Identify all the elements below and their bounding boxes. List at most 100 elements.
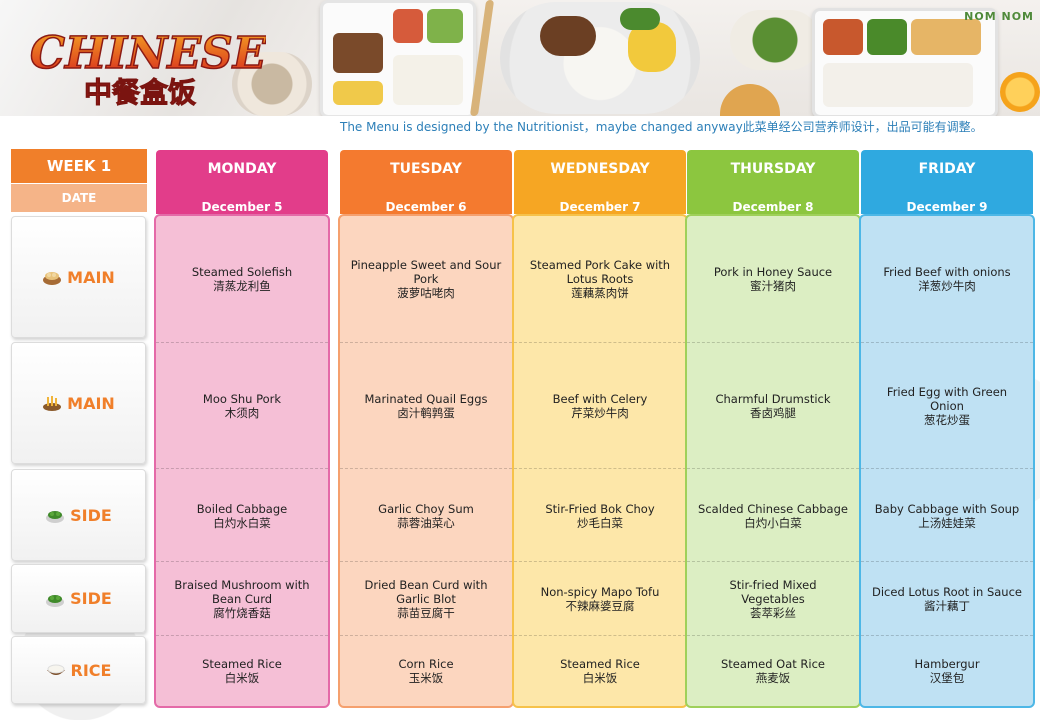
row-divider [156,342,328,343]
header-banner: CHINESE 中餐盒饭 NOM NOM [0,0,1040,116]
row-divider [340,342,512,343]
menu-item: Baby Cabbage with Soup 上汤娃娃菜 [861,469,1033,562]
menu-item: Fried Egg with Green Onion 葱花炒蛋 [861,343,1033,469]
menu-item-name-en: Braised Mushroom with Bean Curd [174,578,310,606]
menu-item-name-zh: 白米饭 [224,671,260,685]
row-divider [156,468,328,469]
day-date: December 6 [340,188,512,214]
menu-item-name-en: Steamed Rice [202,657,282,671]
menu-item-name-zh: 炒毛白菜 [577,515,623,530]
row-label-main-1: MAIN [11,216,146,338]
menu-item-name-zh: 汉堡包 [929,671,965,685]
sauce-bowl-image [720,84,780,116]
row-label-text: SIDE [70,589,112,608]
menu-item-name-zh: 木须肉 [224,406,260,420]
row-divider [861,635,1033,636]
menu-item-name-zh: 清蒸龙利鱼 [213,279,271,293]
day-column-monday: MONDAY December 5 Steamed Solefish 清蒸龙利鱼 Moo… [154,150,330,708]
menu-item-name-en: Boiled Cabbage [196,501,288,516]
row-divider [514,635,686,636]
menu-item: Steamed Pork Cake with Lotus Roots 莲藕蒸肉饼 [514,216,686,342]
week-label: WEEK 1 [11,149,147,183]
menu-item-name-zh: 燕麦饭 [755,671,791,685]
menu-item-name-en: Scalded Chinese Cabbage [698,501,848,516]
menu-item-name-en: Stir-Fried Bok Choy [545,501,655,516]
row-label-text: MAIN [67,267,115,287]
day-date: December 9 [861,188,1033,214]
row-divider [514,342,686,343]
row-divider [156,561,328,562]
menu-item-name-en: Stir-fried Mixed Vegetables [729,578,817,606]
plate-rice-image [500,2,700,114]
menu-item-name-zh: 蒜蓉油菜心 [397,515,455,530]
menu-item-name-zh: 玉米饭 [408,671,444,685]
row-label-side-1: SIDE [11,469,146,561]
row-divider [514,561,686,562]
day-date: December 7 [514,188,686,214]
row-label-main-2: MAIN [11,342,146,464]
logo-title: CHINESE [30,28,266,79]
menu-item-name-zh: 洋葱炒牛肉 [918,279,976,293]
menu-item: Scalded Chinese Cabbage 白灼小白菜 [687,469,859,562]
orange-slice-image [1000,72,1040,112]
day-date: December 5 [156,188,328,214]
day-header: WEDNESDAY [514,150,686,188]
day-header: FRIDAY [861,150,1033,188]
brand-logo: NOM NOM [964,10,1034,23]
day-column-tuesday: TUESDAY December 6 Pineapple Sweet and Sou… [338,150,514,708]
menu-item-name-zh: 芹菜炒牛肉 [571,406,629,420]
menu-item-name-en: Pineapple Sweet and Sour Pork [350,258,502,286]
row-divider [514,468,686,469]
row-divider [687,342,859,343]
row-divider [687,468,859,469]
chinese-logo: CHINESE 中餐盒饭 [29,27,266,109]
row-divider [340,561,512,562]
menu-item: Boiled Cabbage 白灼水白菜 [156,469,328,562]
menu-item-name-zh: 莲藕蒸肉饼 [571,286,629,300]
menu-item-name-en: Diced Lotus Root in Sauce [872,585,1022,599]
row-label-text: MAIN [67,393,115,413]
menu-item-name-en: Beef with Celery [552,392,648,406]
menu-item: Diced Lotus Root in Sauce 酱汁藕丁 [861,562,1033,636]
menu-item-name-en: Non-spicy Mapo Tofu [540,585,660,599]
row-label-rice: RICE [11,636,146,704]
menu-item: Stir-fried Mixed Vegetables 荟萃彩丝 [687,562,859,636]
day-column-wednesday: WEDNESDAY December 7 Steamed Pork Cake wit… [512,150,688,708]
menu-item: Steamed Rice 白米饭 [156,636,328,706]
row-divider [687,561,859,562]
menu-item: Pork in Honey Sauce 蜜汁猪肉 [687,216,859,342]
bento-tray-image-1 [320,0,476,116]
menu-item-name-en: Hambergur [914,657,980,671]
salad-bowl-image [730,10,820,70]
row-divider [861,342,1033,343]
menu-item: Steamed Solefish 清蒸龙利鱼 [156,216,328,342]
row-divider [687,635,859,636]
row-divider [340,468,512,469]
menu-item: Garlic Choy Sum 蒜蓉油菜心 [340,469,512,562]
menu-item-name-en: Corn Rice [398,657,454,671]
menu-item: Beef with Celery 芹菜炒牛肉 [514,343,686,469]
menu-item: Dried Bean Curd with Garlic Blot 蒜苗豆腐干 [340,562,512,636]
row-label-side-2: SIDE [11,564,146,633]
menu-item-name-zh: 葱花炒蛋 [924,413,970,427]
day-menu-body: Fried Beef with onions 洋葱炒牛肉 Fried Egg wit… [859,214,1035,708]
menu-item-name-en: Steamed Pork Cake with Lotus Roots [529,258,671,286]
menu-item: Pineapple Sweet and Sour Pork 菠萝咕咾肉 [340,216,512,342]
row-divider [340,635,512,636]
menu-item-name-zh: 白米饭 [582,671,618,685]
greens-bowl-icon [46,594,65,607]
bento-tray-image-2 [812,8,998,116]
menu-item-name-zh: 不辣麻婆豆腐 [565,599,635,613]
row-divider [861,561,1033,562]
menu-item-name-zh: 香卤鸡腿 [750,406,796,420]
day-header: TUESDAY [340,150,512,188]
greens-bowl-icon [46,511,65,523]
menu-item: Corn Rice 玉米饭 [340,636,512,706]
menu-item-name-zh: 上汤娃娃菜 [918,515,976,530]
menu-item-name-en: Steamed Oat Rice [720,657,825,671]
menu-item: Marinated Quail Eggs 卤汁鹌鹑蛋 [340,343,512,469]
menu-item-name-en: Baby Cabbage with Soup [874,501,1020,516]
menu-item: Braised Mushroom with Bean Curd 腐竹烧香菇 [156,562,328,636]
menu-item-name-en: Moo Shu Pork [202,392,282,406]
menu-item-name-en: Fried Egg with Green Onion [886,385,1008,413]
